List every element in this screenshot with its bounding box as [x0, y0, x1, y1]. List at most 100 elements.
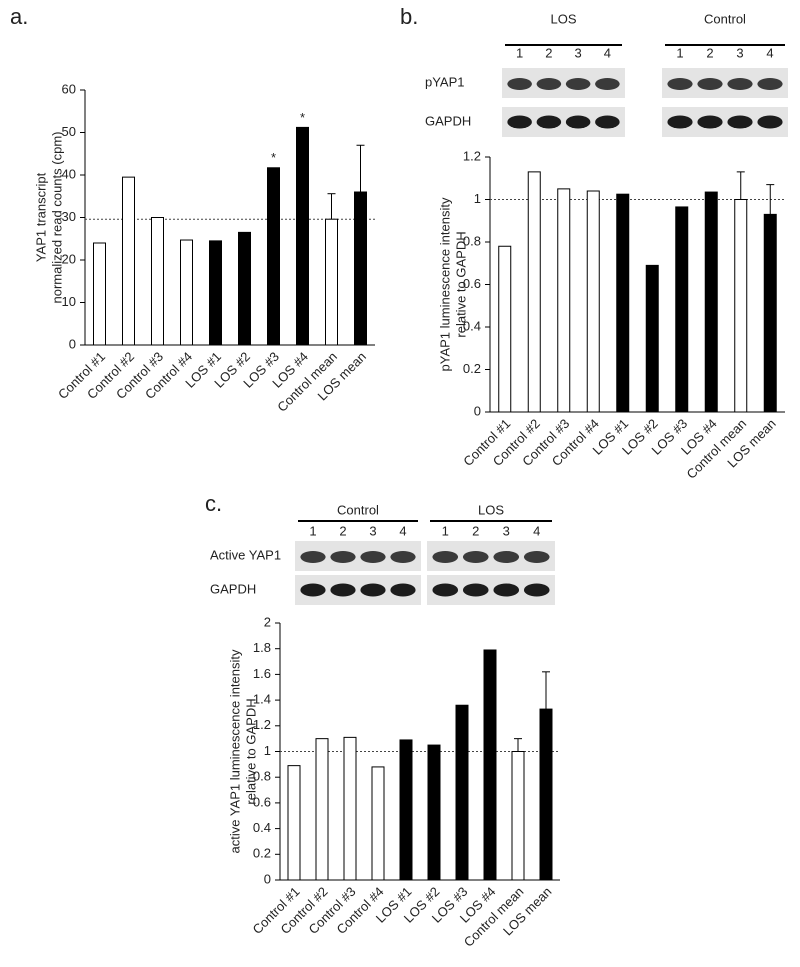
bar — [483, 649, 497, 881]
blot-row-label: GAPDH — [425, 113, 471, 128]
blot-row-label: GAPDH — [210, 581, 256, 596]
y-tick-label: 1.6 — [253, 666, 271, 681]
bar — [586, 190, 600, 413]
blot-band — [523, 583, 550, 597]
y-tick-label: 1 — [264, 743, 271, 758]
blot-band — [300, 551, 326, 563]
blot-lane-label: 3 — [575, 45, 582, 60]
bar — [180, 239, 193, 346]
blot-band — [727, 115, 753, 129]
blot-lane-label: 2 — [545, 45, 552, 60]
blot-row-label: pYAP1 — [425, 74, 465, 89]
bar — [238, 231, 251, 346]
blot-lane-label: 2 — [706, 45, 713, 60]
y-tick-label: 0 — [69, 336, 76, 351]
blot-band — [757, 115, 783, 129]
blot-band — [727, 78, 753, 90]
blot-lane-label: 4 — [399, 523, 406, 538]
blot-band — [300, 583, 326, 597]
y-axis-label: normalized read counts (cpm) — [49, 132, 64, 304]
blot-band — [697, 78, 723, 90]
y-tick-label: 30 — [62, 209, 76, 224]
blot-band — [757, 78, 783, 90]
blot-band — [667, 78, 693, 90]
blot-band — [507, 78, 532, 90]
bar — [734, 199, 748, 413]
blot-band — [667, 115, 693, 129]
bar — [122, 176, 135, 346]
blot-band — [390, 551, 416, 563]
blot-group-label: LOS — [478, 502, 504, 517]
blot-lane-label: 4 — [533, 523, 540, 538]
y-tick-label: 1.2 — [253, 717, 271, 732]
blot-band — [493, 583, 520, 597]
blot-lane-label: 3 — [503, 523, 510, 538]
y-tick-label: 0.4 — [253, 820, 271, 835]
blot-lane-label: 4 — [604, 45, 611, 60]
blot-band — [595, 115, 620, 129]
panel-label: c. — [205, 491, 222, 516]
blot-group-label: Control — [337, 502, 379, 517]
y-tick-label: 0.2 — [463, 361, 481, 376]
blot-band — [565, 78, 591, 90]
y-tick-label: 0 — [264, 871, 271, 886]
y-tick-label: 0.8 — [253, 769, 271, 784]
blot-band — [507, 115, 532, 129]
bar — [645, 264, 659, 413]
significance-marker: * — [271, 150, 276, 165]
y-axis-label: YAP1 transcript — [33, 172, 48, 262]
blot-band — [462, 551, 489, 563]
bar — [427, 744, 441, 881]
bar — [151, 217, 164, 346]
bar — [539, 708, 553, 881]
bar — [557, 188, 571, 413]
bar — [315, 738, 329, 881]
bar — [325, 218, 338, 346]
blot-group-label: Control — [704, 11, 746, 26]
blot-band — [432, 583, 459, 597]
blot-band — [360, 583, 386, 597]
bar — [511, 751, 525, 881]
blot-lane-label: 3 — [369, 523, 376, 538]
bar — [287, 765, 301, 881]
y-tick-label: 2 — [264, 614, 271, 629]
blot-band — [536, 115, 562, 129]
bar — [498, 245, 512, 413]
blot-band — [360, 551, 386, 563]
blot-band — [523, 551, 550, 563]
y-axis-label: relative to GAPDH — [453, 231, 468, 337]
bar — [296, 126, 309, 346]
y-tick-label: 1.4 — [253, 692, 271, 707]
y-tick-label: 1 — [474, 191, 481, 206]
bar — [209, 240, 222, 346]
blot-band — [697, 115, 723, 129]
bar — [399, 739, 413, 881]
y-tick-label: 50 — [62, 124, 76, 139]
y-axis-label: pYAP1 luminescence intensity — [437, 197, 452, 371]
bar — [267, 167, 280, 346]
y-tick-label: 20 — [62, 251, 76, 266]
y-tick-label: 1.8 — [253, 640, 271, 655]
blot-lane-label: 3 — [736, 45, 743, 60]
blot-row-label: Active YAP1 — [210, 547, 281, 562]
bar — [763, 213, 777, 413]
blot-band — [390, 583, 416, 597]
blot-lane-label: 2 — [472, 523, 479, 538]
blot-lane-label: 1 — [309, 523, 316, 538]
panel-label: a. — [10, 4, 28, 29]
blot-lane-label: 2 — [339, 523, 346, 538]
significance-marker: * — [300, 110, 305, 125]
bar — [527, 171, 541, 413]
y-tick-label: 40 — [62, 166, 76, 181]
panel-label: b. — [400, 4, 418, 29]
y-tick-label: 60 — [62, 81, 76, 96]
blot-band — [493, 551, 520, 563]
blot-band — [330, 583, 356, 597]
y-axis-label: active YAP1 luminescence intensity — [227, 649, 242, 854]
blot-band — [595, 78, 620, 90]
bar — [675, 206, 689, 413]
y-tick-label: 1.2 — [463, 148, 481, 163]
bar — [616, 193, 630, 413]
blot-band — [330, 551, 356, 563]
